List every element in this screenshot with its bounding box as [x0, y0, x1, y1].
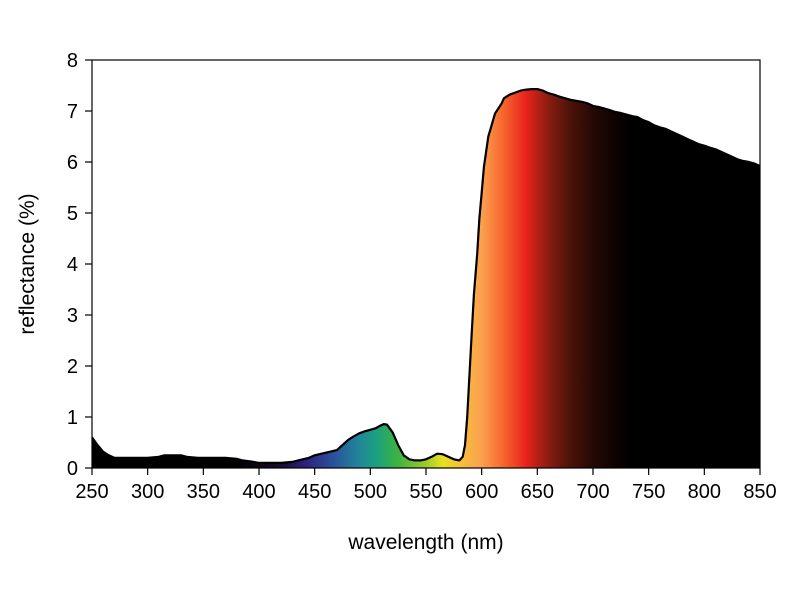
x-tick-label: 450	[298, 481, 331, 503]
y-tick-label: 0	[67, 458, 78, 480]
y-tick-label: 2	[67, 356, 78, 378]
x-tick-label: 350	[187, 481, 220, 503]
reflectance-curve	[92, 88, 760, 464]
x-tick-label: 650	[521, 481, 554, 503]
reflectance-area	[92, 89, 760, 468]
x-tick-label: 500	[354, 481, 387, 503]
x-axis-title: wavelength (nm)	[347, 531, 503, 554]
x-tick-label: 600	[465, 481, 498, 503]
y-tick-label: 1	[67, 407, 78, 429]
x-tick-label: 250	[75, 481, 108, 503]
y-tick-label: 8	[67, 50, 78, 72]
y-tick-label: 6	[67, 152, 78, 174]
x-tick-label: 700	[576, 481, 609, 503]
x-tick-label: 750	[632, 481, 665, 503]
x-tick-label: 400	[242, 481, 275, 503]
y-tick-label: 7	[67, 101, 78, 123]
y-axis-title: reflectance (%)	[16, 193, 39, 334]
y-axis: 0 1 2 3 4 5 6 7 8	[67, 50, 92, 480]
y-tick-label: 3	[67, 305, 78, 327]
y-tick-label: 4	[67, 254, 78, 276]
x-tick-label: 550	[409, 481, 442, 503]
x-tick-label: 850	[743, 481, 776, 503]
y-tick-label: 5	[67, 203, 78, 225]
x-tick-label: 800	[688, 481, 721, 503]
x-axis: 250 300 350 400 450 500 550 600 650 700 750 800 850	[75, 468, 777, 503]
x-tick-label: 300	[131, 481, 164, 503]
